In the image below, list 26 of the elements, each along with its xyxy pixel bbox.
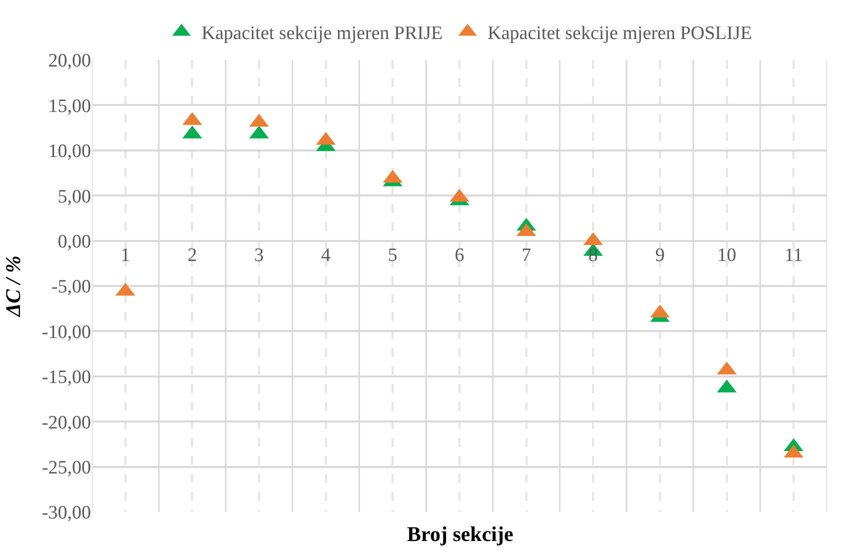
x-tick-label: 7 [522, 244, 532, 266]
x-tick-label: 4 [321, 244, 332, 266]
x-tick-label: 5 [388, 244, 398, 266]
x-tick-label: 9 [655, 244, 665, 266]
x-tick-label: 2 [187, 244, 197, 266]
x-tick-label: 8 [588, 244, 598, 266]
y-axis-title: ΔC / % [1, 255, 26, 318]
y-tick-label: 15,00 [48, 96, 91, 117]
y-tick-label: -30,00 [42, 502, 91, 524]
x-axis-title: Broj sekcije [407, 522, 514, 546]
x-tick-label: 3 [254, 244, 264, 266]
y-tick-label: -25,00 [42, 457, 91, 478]
y-tick-label: -15,00 [42, 367, 91, 388]
y-tick-label: -10,00 [42, 322, 91, 343]
y-tick-label: 10,00 [48, 141, 91, 162]
y-tick-label: 5,00 [58, 186, 91, 208]
y-tick-label: -5,00 [51, 276, 91, 298]
y-tick-label: 20,00 [48, 50, 91, 72]
x-tick-label: 6 [454, 244, 464, 266]
x-tick-label: 1 [120, 244, 130, 266]
y-tick-label: 0,00 [58, 231, 91, 252]
legend-label: Kapacitet sekcije mjeren PRIJE [202, 23, 443, 44]
legend-label: Kapacitet sekcije mjeren POSLIJE [488, 23, 752, 44]
x-tick-label: 10 [717, 244, 736, 266]
y-tick-label: -20,00 [42, 412, 91, 434]
x-tick-label: 11 [784, 244, 803, 266]
